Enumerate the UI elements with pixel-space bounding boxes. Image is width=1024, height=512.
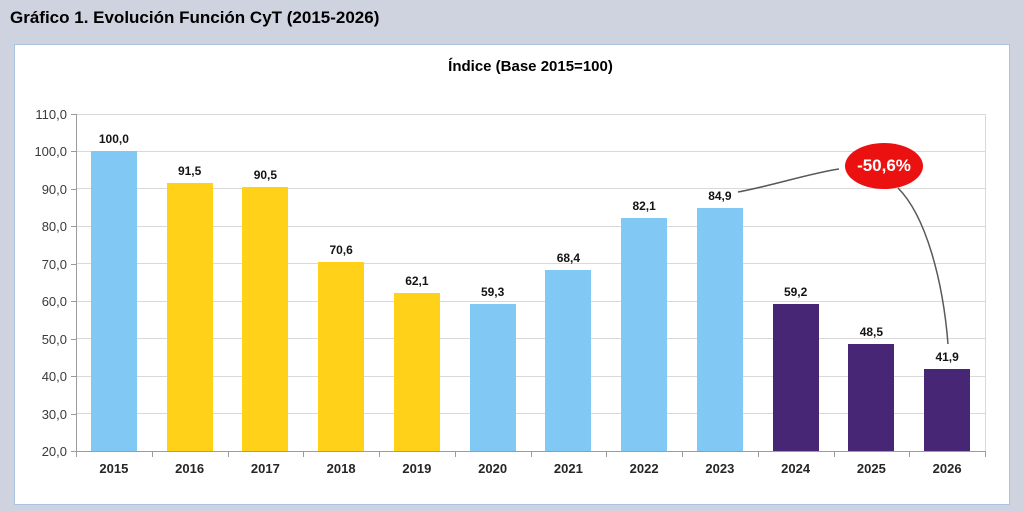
y-tick-70,0 bbox=[71, 263, 76, 265]
x-axis-label-2026: 2026 bbox=[932, 461, 962, 476]
bar-2015 bbox=[90, 151, 137, 451]
y-tick-40,0 bbox=[71, 376, 76, 378]
bar-value-label-2015: 100,0 bbox=[98, 132, 129, 147]
bar-2018 bbox=[318, 261, 365, 451]
bar-2026 bbox=[924, 369, 971, 451]
x-axis-label-2023: 2023 bbox=[705, 461, 735, 476]
x-tick-11 bbox=[909, 452, 911, 457]
y-axis-label: 40,0 bbox=[41, 369, 67, 385]
gridline-60,0 bbox=[76, 300, 985, 302]
y-tick-100,0 bbox=[71, 151, 76, 153]
y-axis-label: 100,0 bbox=[34, 144, 67, 160]
bar-value-label-2021: 68,4 bbox=[556, 250, 581, 265]
y-axis-label: 70,0 bbox=[41, 256, 67, 272]
y-axis-label: 20,0 bbox=[41, 444, 67, 459]
x-tick-10 bbox=[833, 452, 835, 457]
x-tick-3 bbox=[303, 452, 305, 457]
y-axis-label: 50,0 bbox=[41, 331, 67, 347]
y-axis-label: 30,0 bbox=[41, 406, 67, 422]
y-axis-label: 110,0 bbox=[35, 107, 67, 122]
gridline-100,0 bbox=[76, 150, 985, 152]
x-tick-6 bbox=[530, 452, 532, 457]
x-axis-label-2025: 2025 bbox=[856, 461, 886, 476]
bar-value-label-2018: 70,6 bbox=[329, 242, 353, 257]
gridline-50,0 bbox=[76, 338, 985, 340]
x-tick-9 bbox=[757, 452, 759, 457]
y-tick-110,0 bbox=[71, 114, 76, 115]
y-tick-20,0 bbox=[71, 451, 76, 452]
bar-2020 bbox=[469, 303, 516, 451]
bar-2023 bbox=[696, 208, 743, 451]
bar-2025 bbox=[848, 344, 895, 451]
gridline-90,0 bbox=[76, 188, 985, 190]
x-tick-7 bbox=[606, 452, 608, 457]
bar-2024 bbox=[772, 304, 819, 451]
gridline-30,0 bbox=[76, 413, 985, 415]
x-tick-8 bbox=[682, 452, 683, 457]
gridline-110,0 bbox=[76, 113, 985, 115]
x-tick-0 bbox=[76, 452, 77, 457]
x-axis-line bbox=[76, 451, 986, 452]
y-axis-label: 60,0 bbox=[41, 294, 67, 310]
x-axis-label-2017: 2017 bbox=[250, 461, 280, 476]
y-tick-60,0 bbox=[71, 301, 76, 303]
y-tick-90,0 bbox=[71, 188, 76, 190]
x-axis-label-2024: 2024 bbox=[781, 461, 811, 476]
gridline-70,0 bbox=[76, 263, 985, 265]
x-axis-label-2016: 2016 bbox=[175, 461, 205, 476]
bar-value-label-2016: 91,5 bbox=[177, 164, 202, 179]
chart-title: Índice (Base 2015=100) bbox=[448, 58, 613, 75]
plot-area: 100,0 91,5 90,5 70,6 62,1 59,3 68,4 82,1 84,9 59,… bbox=[76, 113, 985, 451]
annotation-badge: -50,6% bbox=[845, 143, 923, 189]
x-axis-label-2021: 2021 bbox=[553, 461, 583, 476]
bar-value-label-2026: 41,9 bbox=[935, 349, 959, 364]
bar-2021 bbox=[545, 269, 592, 451]
plot-right-border bbox=[985, 114, 986, 451]
gridline-40,0 bbox=[76, 375, 985, 377]
chart-panel: Índice (Base 2015=100) 100,0 91,5 90,5 70,6… bbox=[14, 44, 1010, 505]
x-axis-label-2018: 2018 bbox=[326, 461, 356, 476]
y-axis-line bbox=[76, 114, 77, 452]
x-tick-12 bbox=[985, 452, 986, 457]
y-tick-80,0 bbox=[71, 226, 76, 228]
bar-2019 bbox=[393, 293, 440, 451]
bar-2017 bbox=[242, 187, 289, 451]
bar-value-label-2025: 48,5 bbox=[859, 325, 884, 340]
bar-2016 bbox=[166, 183, 213, 451]
bar-value-label-2019: 62,1 bbox=[405, 274, 429, 289]
y-tick-50,0 bbox=[71, 338, 76, 340]
x-tick-2 bbox=[227, 452, 229, 457]
bar-value-label-2020: 59,3 bbox=[480, 284, 505, 299]
x-axis-label-2019: 2019 bbox=[402, 461, 432, 476]
y-axis-label: 90,0 bbox=[41, 181, 67, 197]
y-tick-30,0 bbox=[71, 413, 76, 415]
x-axis-label-2015: 2015 bbox=[99, 461, 129, 476]
x-tick-4 bbox=[379, 452, 380, 457]
x-axis-label-2020: 2020 bbox=[478, 461, 508, 476]
bar-2022 bbox=[621, 218, 668, 451]
gridline-80,0 bbox=[76, 225, 985, 227]
y-axis-label: 80,0 bbox=[41, 219, 67, 235]
figure-title: Gráfico 1. Evolución Función CyT (2015-2… bbox=[10, 8, 380, 27]
x-tick-5 bbox=[454, 452, 456, 457]
bar-value-label-2017: 90,5 bbox=[253, 168, 278, 183]
x-tick-1 bbox=[151, 452, 153, 457]
bar-value-label-2022: 82,1 bbox=[632, 199, 656, 214]
x-axis-label-2022: 2022 bbox=[629, 461, 659, 476]
bar-value-label-2024: 59,2 bbox=[783, 285, 808, 300]
bar-value-label-2023: 84,9 bbox=[708, 188, 732, 203]
